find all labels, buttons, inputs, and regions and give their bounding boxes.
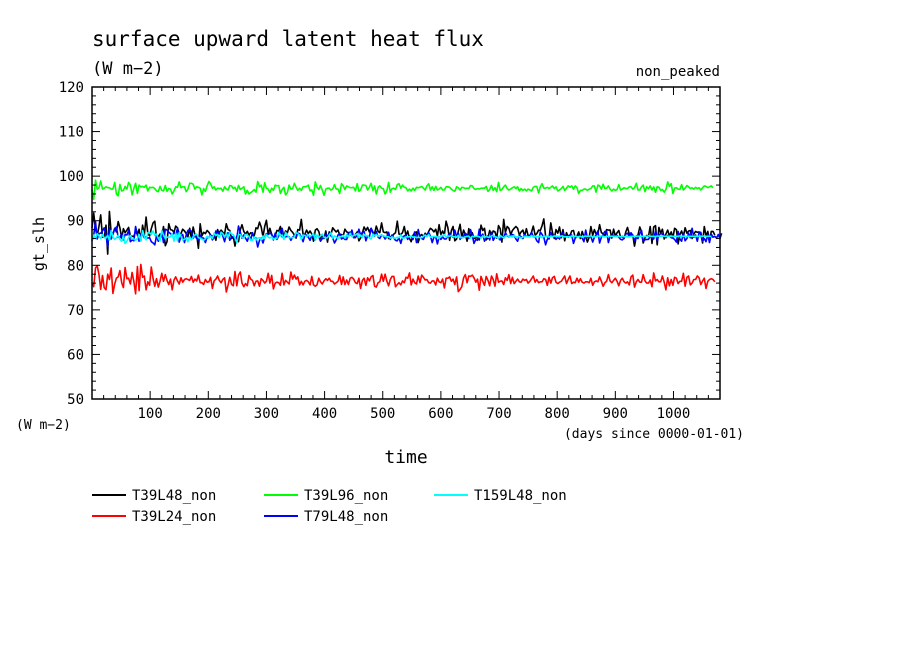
y-tick-label: 80: [67, 258, 84, 274]
x-tick-label: 300: [254, 406, 279, 422]
x-tick-label: 1000: [657, 406, 691, 422]
y-axis-units: (W m−2): [16, 418, 71, 433]
y-axis-label: gt_slh: [30, 217, 48, 271]
x-tick-label: 700: [486, 406, 511, 422]
x-tick-label: 900: [603, 406, 628, 422]
y-axis: 50 60 70 80 90 100 110 120: [59, 80, 720, 408]
x-tick-label: 500: [370, 406, 395, 422]
x-axis-label: time: [384, 447, 427, 468]
y-tick-label: 110: [59, 125, 84, 141]
x-tick-label: 800: [545, 406, 570, 422]
y-tick-label: 90: [67, 214, 84, 230]
y-tick-label: 60: [67, 347, 84, 363]
chart-title: surface upward latent heat flux: [92, 27, 484, 51]
y-tick-label: 70: [67, 303, 84, 319]
x-axis-units: (days since 0000-01-01): [564, 427, 744, 442]
series-line-2: [91, 179, 714, 201]
legend-label-4: T159L48_non: [474, 488, 567, 504]
x-tick-label: 200: [196, 406, 221, 422]
chart-annotation: non_peaked: [636, 64, 720, 80]
x-tick-label: 100: [137, 406, 162, 422]
x-axis: 100 200 300 400 500 600 700 800 900 1000: [103, 87, 709, 422]
legend-label-3: T79L48_non: [304, 509, 388, 525]
chart-units: (W m−2): [92, 59, 164, 79]
series-line-4: [91, 229, 712, 245]
series-lines: [91, 179, 723, 295]
legend: T39L48_non T39L24_non T39L96_non T79L48_non…: [92, 488, 567, 525]
legend-label-2: T39L96_non: [304, 488, 388, 504]
x-tick-label: 400: [312, 406, 337, 422]
y-tick-label: 100: [59, 169, 84, 185]
legend-label-1: T39L24_non: [132, 509, 216, 525]
legend-label-0: T39L48_non: [132, 488, 216, 504]
y-tick-label: 50: [67, 392, 84, 408]
x-tick-label: 600: [428, 406, 453, 422]
y-tick-label: 120: [59, 80, 84, 96]
series-line-1: [91, 263, 716, 295]
